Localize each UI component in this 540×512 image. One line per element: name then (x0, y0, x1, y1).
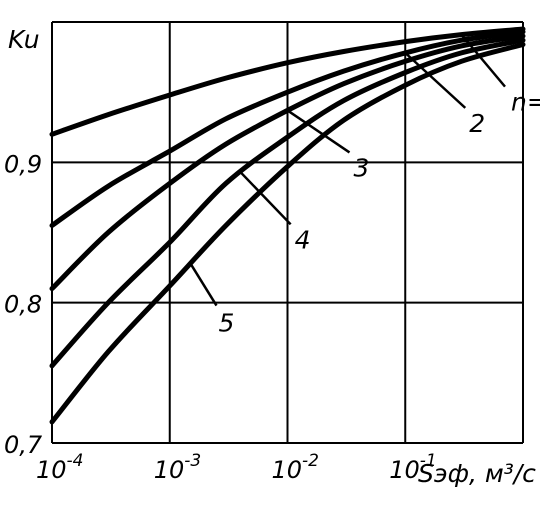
curve-series-1 (49, 26, 526, 137)
curve-label: 4 (295, 225, 311, 254)
x-tick-label: 10-3 (154, 451, 202, 484)
curve-leader-line (189, 262, 218, 307)
curve-series-3 (49, 33, 526, 292)
x-tick-label: 10-1 (389, 451, 437, 484)
curve-labels: n=1 2 3 4 5 (218, 88, 540, 338)
curve-label: 2 (469, 109, 485, 138)
x-tick-label: 10-2 (272, 451, 320, 484)
data-curves (49, 26, 526, 425)
curve-leader-line (404, 51, 467, 109)
curve-leader-line (460, 33, 506, 88)
x-tick-exponent: -1 (420, 451, 437, 471)
curve-label: 5 (218, 309, 234, 338)
y-tick-label: 0,9 (4, 150, 42, 178)
curve-leader-line (286, 109, 351, 154)
x-tick-exponent: -2 (302, 451, 319, 471)
y-tick-label: 0,7 (4, 431, 43, 459)
x-tick-label: 10-4 (36, 451, 84, 484)
x-tick-exponent: -4 (67, 451, 84, 471)
x-tick-exponent: -3 (184, 451, 201, 471)
curve-series-2 (49, 29, 526, 228)
curve-leaders (189, 33, 506, 307)
curve-leader-line (239, 171, 292, 226)
y-tick-label: 0,8 (4, 291, 42, 319)
x-axis-label: Sэф, м³/с (418, 459, 536, 488)
curve-series-5 (49, 42, 526, 425)
y-axis-label: Ku (8, 25, 40, 54)
curve-series-4 (49, 37, 526, 369)
curve-label: 3 (354, 153, 370, 182)
grid-lines (51, 21, 524, 444)
curve-label: n=1 (511, 88, 540, 117)
